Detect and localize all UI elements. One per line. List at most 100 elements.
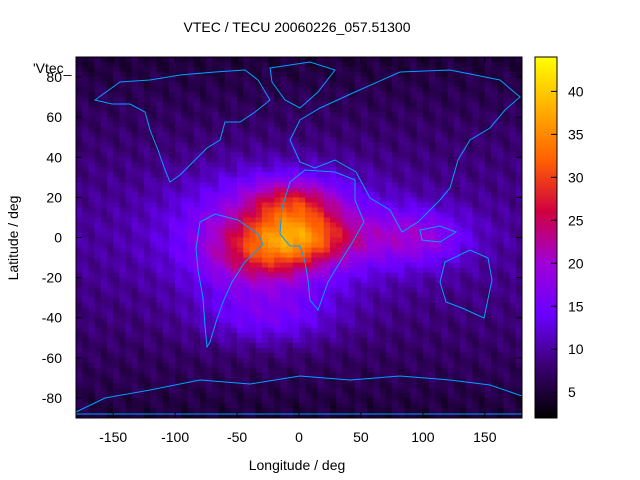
heatmap-cell (373, 297, 380, 304)
heatmap-cell (292, 237, 300, 243)
heatmap-cell (491, 142, 498, 148)
heatmap-cell (416, 202, 424, 208)
heatmap-cell (441, 287, 449, 294)
heatmap-cell (268, 122, 275, 128)
heatmap-cell (354, 102, 362, 108)
heatmap-cell (292, 212, 300, 218)
heatmap-cell (441, 342, 449, 349)
heatmap-cell (181, 97, 188, 103)
heatmap-cell (187, 92, 195, 98)
heatmap-cell (88, 162, 95, 168)
heatmap-cell (162, 352, 170, 359)
heatmap-cell (391, 372, 399, 379)
heatmap-cell (100, 72, 108, 78)
heatmap-cell (342, 132, 349, 138)
heatmap-cell (323, 287, 331, 294)
heatmap-cell (274, 342, 281, 349)
heatmap-cell (515, 252, 523, 258)
heatmap-cell (404, 387, 411, 394)
heatmap-cell (360, 197, 368, 203)
heatmap-cell (199, 232, 207, 238)
heatmap-cell (391, 72, 399, 78)
heatmap-cell (187, 127, 195, 133)
heatmap-cell (447, 257, 455, 263)
heatmap-cell (249, 342, 257, 349)
heatmap-cell (224, 127, 232, 133)
heatmap-cell (435, 252, 442, 258)
heatmap-cell (305, 352, 312, 359)
heatmap-cell (391, 137, 399, 143)
heatmap-cell (422, 357, 430, 364)
heatmap-cell (199, 162, 207, 168)
heatmap-cell (106, 262, 114, 268)
heatmap-cell (373, 232, 380, 238)
heatmap-cell (435, 357, 442, 364)
heatmap-cell (299, 212, 306, 218)
heatmap-cell (292, 92, 300, 98)
heatmap-cell (416, 77, 424, 83)
heatmap-cell (212, 362, 219, 369)
heatmap-cell (76, 282, 83, 289)
heatmap-cell (119, 202, 126, 208)
heatmap-cell (305, 212, 312, 218)
heatmap-cell (181, 302, 188, 309)
heatmap-cell (168, 322, 176, 329)
heatmap-cell (212, 392, 219, 399)
heatmap-cell (317, 297, 325, 304)
heatmap-cell (187, 342, 195, 349)
heatmap-cell (100, 212, 108, 218)
heatmap-cell (76, 102, 83, 108)
heatmap-cell (379, 107, 387, 113)
heatmap-cell (280, 307, 288, 314)
heatmap-cell (175, 267, 182, 273)
heatmap-cell (410, 127, 418, 133)
heatmap-cell (515, 247, 523, 253)
heatmap-cell (106, 242, 114, 248)
heatmap-cell (429, 272, 436, 279)
heatmap-cell (484, 152, 492, 158)
heatmap-cell (82, 177, 89, 183)
heatmap-cell (255, 397, 263, 404)
heatmap-cell (354, 197, 362, 203)
heatmap-cell (373, 57, 380, 63)
heatmap-cell (150, 307, 157, 314)
heatmap-cell (410, 267, 418, 273)
heatmap-cell (175, 137, 182, 143)
heatmap-cell (261, 142, 269, 148)
heatmap-cell (175, 337, 182, 344)
heatmap-cell (162, 367, 170, 374)
heatmap-cell (76, 87, 83, 93)
heatmap-cell (509, 182, 517, 188)
heatmap-cell (329, 147, 337, 153)
heatmap-cell (212, 172, 219, 178)
heatmap-cell (193, 332, 201, 339)
heatmap-cell (100, 352, 108, 359)
heatmap-cell (311, 167, 318, 173)
heatmap-cell (181, 242, 188, 248)
heatmap-cell (206, 282, 213, 289)
heatmap-cell (410, 337, 418, 344)
heatmap-cell (274, 237, 281, 243)
heatmap-cell (410, 317, 418, 324)
heatmap-cell (329, 102, 337, 108)
heatmap-cell (311, 337, 318, 344)
heatmap-cell (391, 57, 399, 63)
heatmap-cell (497, 392, 504, 399)
heatmap-cell (94, 382, 102, 389)
heatmap-cell (286, 172, 294, 178)
heatmap-cell (131, 187, 139, 193)
heatmap-cell (323, 377, 331, 384)
heatmap-cell (150, 92, 157, 98)
heatmap-cell (354, 377, 362, 384)
heatmap-cell (76, 182, 83, 188)
heatmap-cell (224, 117, 232, 123)
heatmap-cell (82, 82, 89, 88)
heatmap-cell (429, 162, 436, 168)
heatmap-cell (119, 162, 126, 168)
heatmap-cell (509, 312, 517, 319)
heatmap-cell (193, 222, 201, 228)
heatmap-cell (305, 147, 312, 153)
heatmap-cell (379, 242, 387, 248)
heatmap-cell (286, 387, 294, 394)
heatmap-cell (82, 207, 89, 213)
